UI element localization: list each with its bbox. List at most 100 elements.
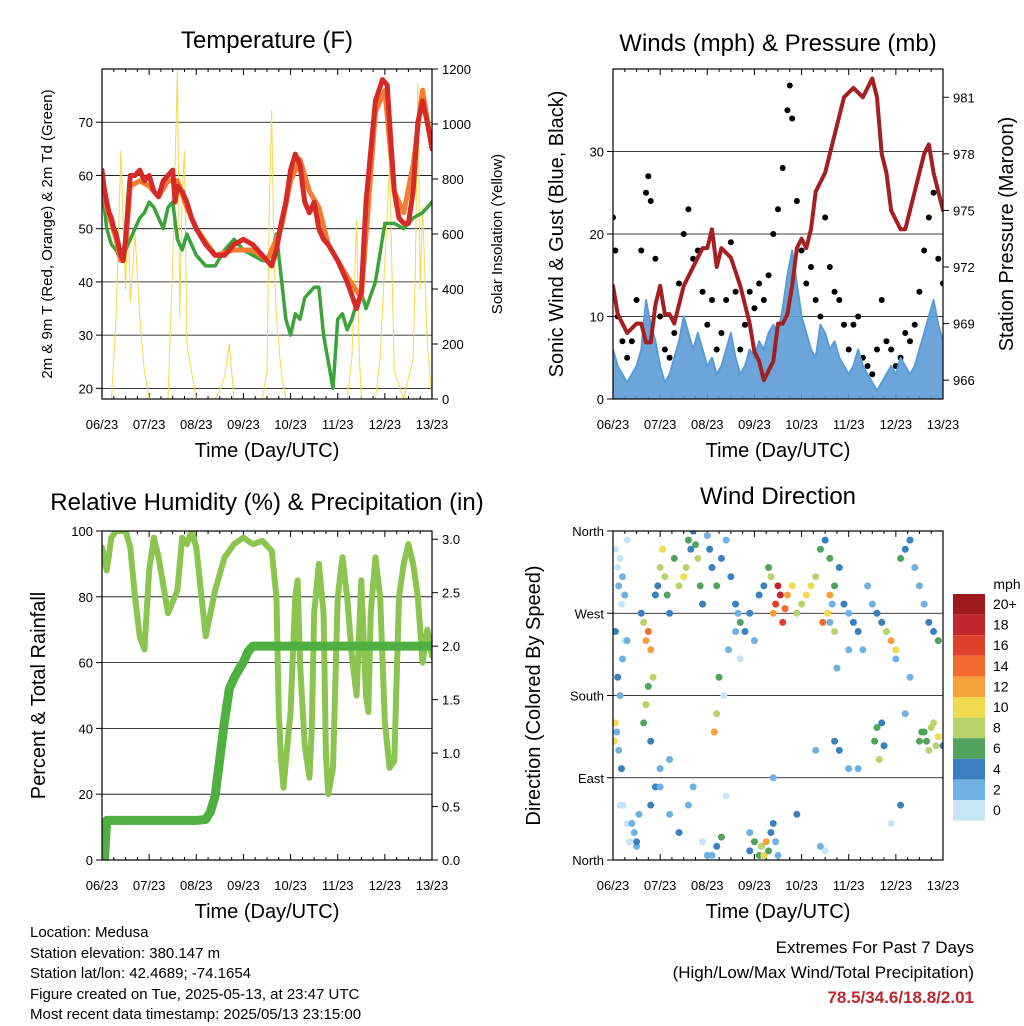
direction-point (717, 554, 725, 562)
direction-point (614, 564, 622, 572)
direction-point (623, 637, 631, 645)
y-tick-label: East (578, 771, 604, 786)
direction-point (630, 829, 638, 837)
gust-point (841, 321, 847, 328)
y-tick-label: 30 (590, 145, 604, 160)
direction-point (689, 531, 697, 535)
gust-point (666, 354, 673, 361)
station-latlon: Station lat/lon: 42.4689; -74.1654 (30, 965, 252, 982)
y-right-tick-label: 200 (442, 337, 464, 352)
extremes-box: Extremes For Past 7 Days (High/Low/Max W… (673, 935, 974, 1010)
extremes-subtitle: (High/Low/Max Wind/Total Precipitation) (672, 963, 974, 982)
gust-point (869, 371, 876, 378)
legend-label: 2 (993, 781, 1001, 797)
direction-point (656, 564, 664, 572)
legend-label: 6 (993, 740, 1001, 756)
direction-point (633, 838, 641, 846)
direction-point (927, 723, 935, 731)
direction-point (613, 545, 619, 553)
y-right-tick-label: 969 (953, 317, 975, 332)
direction-point (736, 655, 744, 663)
y-right-tick-label: 0.0 (442, 853, 460, 868)
direction-point (824, 609, 831, 617)
direction-point (781, 605, 789, 613)
direction-point (873, 609, 881, 617)
direction-point (640, 719, 648, 727)
direction-point (732, 600, 740, 608)
legend-label: 20+ (993, 596, 1017, 612)
direction-point (694, 554, 702, 562)
y-tick-label: 80 (79, 590, 93, 605)
direction-point (783, 591, 791, 599)
y-right-tick-label: 400 (442, 282, 464, 297)
gust-point (793, 198, 800, 204)
y-right-tick-label: 0.5 (442, 800, 460, 815)
x-tick-label: 08/23 (691, 417, 724, 432)
winds-chart: Winds (mph) & Pressure (mb) 06/23 07/23 08/… (546, 30, 1018, 462)
gust-point (680, 231, 687, 237)
x-tick-label: 10/23 (785, 417, 818, 432)
direction-point (845, 765, 853, 773)
solar-insolation-line (102, 69, 432, 399)
legend-label: 16 (993, 637, 1009, 653)
direction-point (831, 737, 839, 745)
x-tick-label: 07/23 (133, 878, 166, 893)
y-right-tick-label: 0 (442, 392, 449, 407)
direction-point (616, 801, 624, 809)
direction-point (656, 783, 664, 791)
gust-point (718, 330, 725, 336)
x-tick-label: 06/23 (597, 878, 630, 893)
y-tick-label: 60 (79, 656, 93, 671)
direction-point (828, 600, 836, 608)
chart-title: Winds (mph) & Pressure (mb) (619, 30, 936, 57)
direction-point (661, 573, 669, 581)
figure-created: Figure created on Tue, 2025-05-13, at 23… (30, 985, 360, 1003)
direction-point (626, 838, 633, 846)
gust-point (657, 313, 664, 320)
x-tick-label: 09/23 (227, 417, 260, 432)
y-right-tick-label: 1200 (442, 62, 471, 77)
legend-swatch (953, 800, 985, 821)
direction-point (666, 609, 674, 617)
legend-title: mph (993, 576, 1020, 592)
y-right-axis-label: Station Pressure (Maroon) (996, 117, 1018, 352)
gust-point (836, 297, 843, 303)
direction-point (878, 618, 886, 626)
direction-point (812, 573, 820, 581)
direction-point (703, 532, 711, 540)
direction-point (666, 810, 674, 818)
gust-point (633, 297, 640, 303)
gust-point (613, 214, 616, 221)
gust-point (727, 239, 734, 246)
x-tick-label: 10/23 (274, 878, 307, 893)
y-tick-label: West (575, 606, 605, 621)
direction-point (906, 536, 914, 544)
direction-point (703, 851, 711, 859)
sonic-wind-area (613, 250, 943, 399)
gust-point (921, 247, 928, 254)
y-axis-label: Direction (Colored By Speed) (523, 565, 545, 825)
gust-point (798, 247, 805, 254)
direction-point (651, 591, 659, 599)
direction-point (760, 851, 768, 859)
direction-point (635, 810, 643, 818)
gust-point (624, 354, 631, 361)
direction-point (642, 701, 650, 709)
direction-point (864, 582, 872, 590)
x-tick-label: 08/23 (180, 417, 213, 432)
direction-point (849, 618, 857, 626)
direction-point (901, 710, 909, 718)
direction-point (616, 692, 624, 699)
direction-point (920, 600, 928, 608)
direction-point (923, 737, 930, 745)
x-tick-label: 11/23 (322, 417, 354, 432)
direction-point (826, 618, 834, 626)
gust-point (930, 189, 937, 196)
direction-point (826, 591, 834, 599)
speed-legend: mph 20+ 18 16 14 12 10 8 6 4 2 0 (953, 576, 1021, 821)
gust-point (742, 321, 748, 328)
direction-point (880, 742, 888, 750)
direction-point (765, 847, 773, 855)
direction-point (732, 628, 740, 636)
legend-swatch (953, 779, 985, 800)
